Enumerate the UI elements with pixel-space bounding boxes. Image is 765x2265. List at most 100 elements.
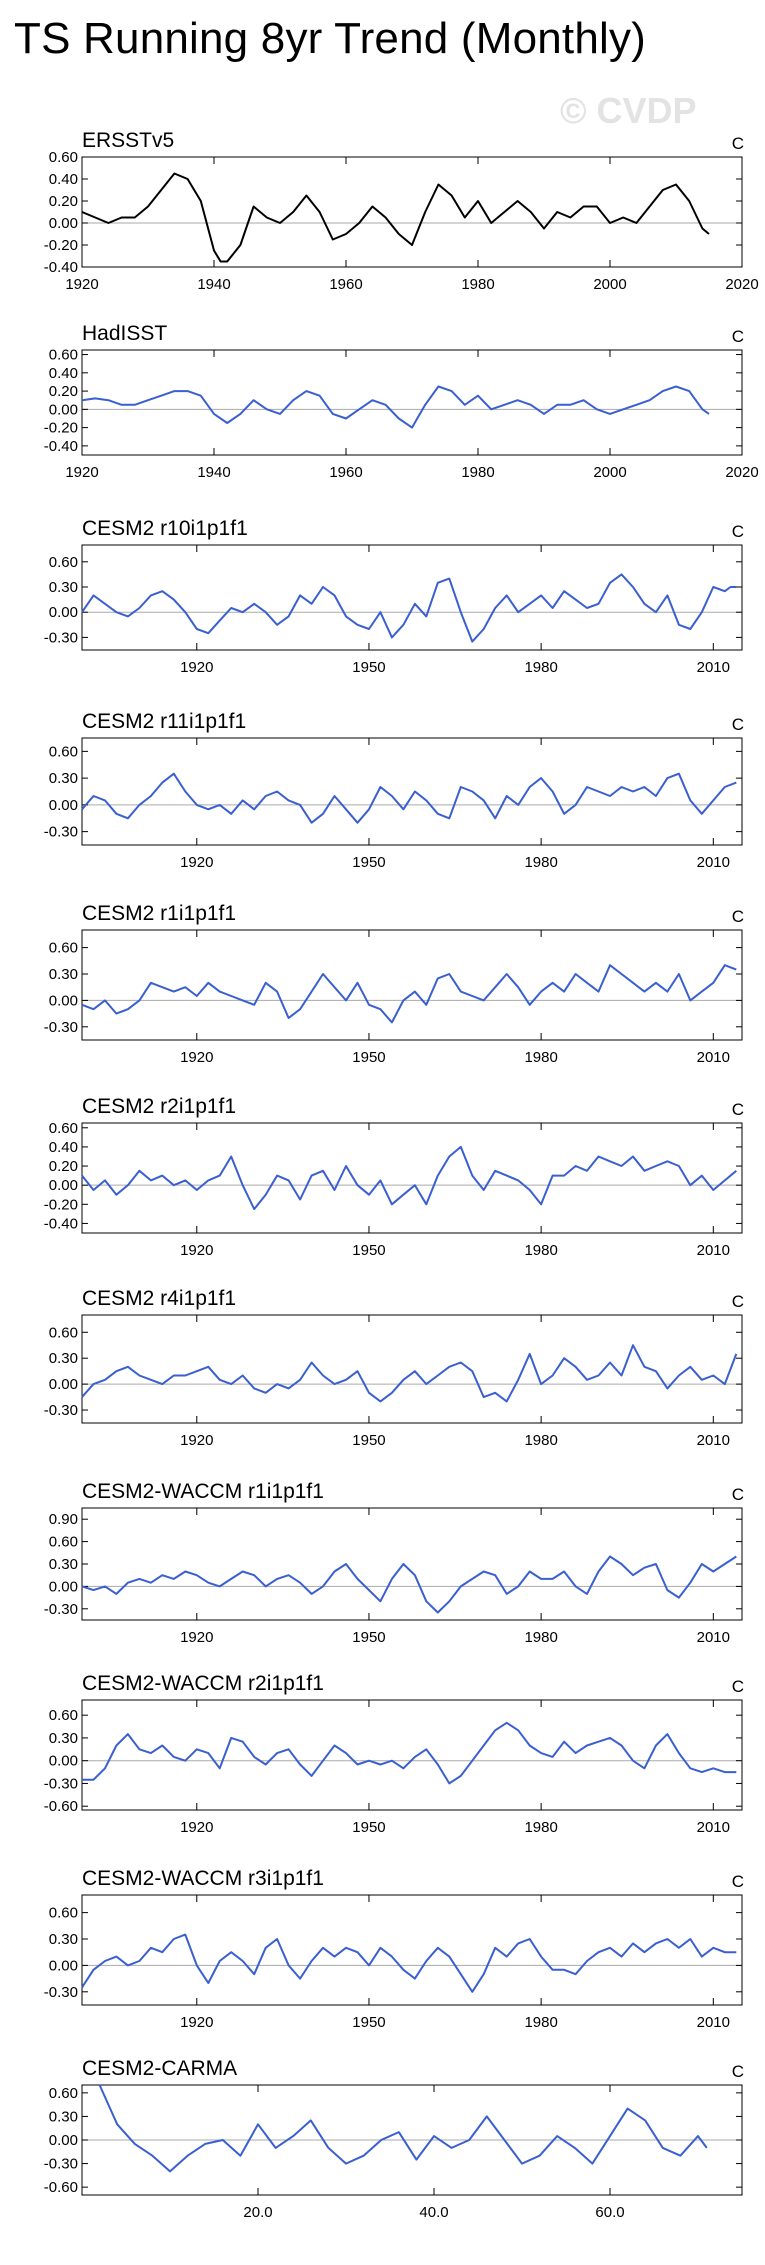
plot-frame: [81, 1894, 743, 2006]
y-tick-label: 0.60: [49, 347, 78, 364]
series-line-cesm2-carma: [98, 2084, 708, 2173]
y-tick-label: -0.30: [44, 629, 78, 646]
chart-panel-cesm2-waccm-r3i1p1f1: CESM2-WACCM r3i1p1f1 C -0.30 0.00 0.30 0.60 19…: [44, 1867, 744, 2031]
y-tick-label: 0.20: [49, 383, 78, 400]
panel-title: CESM2-CARMA: [82, 2057, 237, 2080]
units-label: C: [732, 2062, 744, 2081]
y-tick-label: 0.00: [49, 604, 78, 621]
chart-panel-cesm2-carma: CESM2-CARMA C -0.60 -0.30 0.00 0.30 0.60 20.0 40…: [44, 2057, 744, 2221]
x-tick-label: 2020: [725, 276, 758, 293]
x-tick-label: 1920: [180, 854, 213, 871]
panel-title: CESM2-WACCM r3i1p1f1: [82, 1867, 324, 1890]
plot-frame: [81, 1314, 743, 1424]
units-label: C: [732, 907, 744, 926]
series-line-cesm2-waccm-r3i1p1f1: [81, 1933, 737, 1993]
units-label: C: [732, 1677, 744, 1696]
x-tick-label: 2010: [697, 1049, 730, 1066]
x-tick-label: 1980: [524, 1432, 557, 1449]
y-tick-label: -0.20: [44, 237, 78, 254]
plot-frame: [81, 1507, 743, 1621]
x-tick-label: 1950: [352, 854, 385, 871]
chart-panel-ersstv5: ERSSTv5 C -0.40 -0.20 0.00 0.20 0.40 0.60 1920 19…: [44, 129, 759, 293]
y-tick-label: 0.60: [49, 743, 78, 760]
x-tick-label: 2010: [697, 1432, 730, 1449]
y-tick-label: 0.60: [49, 1120, 78, 1137]
series-line-cesm2-r11i1p1f1: [81, 772, 737, 824]
chart-panel-cesm2-r11i1p1f1: CESM2 r11i1p1f1 C -0.30 0.00 0.30 0.60 1920 195…: [44, 710, 744, 871]
x-tick-label: 1960: [329, 464, 362, 481]
y-tick-label: 0.30: [49, 579, 78, 596]
y-tick-label: -0.30: [44, 1984, 78, 2001]
x-tick-label: 1920: [180, 1629, 213, 1646]
y-tick-label: 0.90: [49, 1511, 78, 1528]
chart-panel-cesm2-waccm-r1i1p1f1: CESM2-WACCM r1i1p1f1 C -0.30 0.00 0.30 0.60 0.…: [44, 1480, 744, 1646]
x-tick-label: 1980: [524, 1629, 557, 1646]
plot-frame: [81, 156, 743, 268]
x-tick-label: 1960: [329, 276, 362, 293]
y-tick-label: 0.60: [49, 2085, 78, 2102]
x-tick-label: 1950: [352, 1629, 385, 1646]
units-label: C: [732, 522, 744, 541]
series-line-cesm2-r2i1p1f1: [81, 1145, 737, 1211]
x-tick-label: 1920: [65, 464, 98, 481]
y-tick-label: 0.00: [49, 401, 78, 418]
series-line-ersstv5: [81, 172, 710, 263]
y-tick-label: 0.00: [49, 797, 78, 814]
x-tick-label: 1980: [524, 854, 557, 871]
units-label: C: [732, 1100, 744, 1119]
y-tick-label: -0.20: [44, 1196, 78, 1213]
y-tick-label: -0.30: [44, 1019, 78, 1036]
y-tick-label: 0.00: [49, 2132, 78, 2149]
x-tick-label: 2010: [697, 1819, 730, 1836]
x-tick-label: 1980: [524, 1242, 557, 1259]
y-tick-label: -0.40: [44, 438, 78, 455]
y-tick-label: 0.60: [49, 940, 78, 957]
y-tick-label: 0.00: [49, 1177, 78, 1194]
panel-title: CESM2 r2i1p1f1: [82, 1095, 236, 1118]
y-tick-label: 0.60: [49, 1534, 78, 1551]
units-label: C: [732, 715, 744, 734]
y-tick-label: -0.30: [44, 824, 78, 841]
panel-title: CESM2-WACCM r1i1p1f1: [82, 1480, 324, 1503]
y-tick-label: -0.60: [44, 1798, 78, 1815]
y-tick-label: -0.40: [44, 259, 78, 276]
y-tick-label: 0.40: [49, 171, 78, 188]
series-line-cesm2-r1i1p1f1: [81, 964, 737, 1024]
series-line-cesm2-waccm-r1i1p1f1: [81, 1555, 737, 1614]
y-tick-label: 0.20: [49, 193, 78, 210]
y-tick-label: 0.00: [49, 1753, 78, 1770]
y-tick-label: 0.00: [49, 992, 78, 1009]
x-tick-label: 1950: [352, 1819, 385, 1836]
series-line-cesm2-r10i1p1f1: [81, 573, 737, 643]
x-tick-label: 60.0: [595, 2204, 624, 2221]
units-label: C: [732, 134, 744, 153]
x-tick-label: 2000: [593, 276, 626, 293]
y-tick-label: 0.30: [49, 2108, 78, 2125]
x-tick-label: 1940: [197, 464, 230, 481]
panel-title: CESM2 r1i1p1f1: [82, 902, 236, 925]
plot-frame: [81, 1122, 743, 1234]
x-tick-label: 2010: [697, 1242, 730, 1259]
x-tick-label: 1980: [524, 659, 557, 676]
plot-frame: [81, 1699, 743, 1811]
y-tick-label: 0.00: [49, 1578, 78, 1595]
chart-panel-cesm2-r4i1p1f1: CESM2 r4i1p1f1 C -0.30 0.00 0.30 0.60 1920 1950…: [44, 1287, 744, 1449]
panel-title: ERSSTv5: [82, 129, 174, 152]
x-tick-label: 1980: [461, 276, 494, 293]
x-tick-label: 1980: [524, 1049, 557, 1066]
y-tick-label: -0.30: [44, 1402, 78, 1419]
y-tick-label: 0.30: [49, 770, 78, 787]
chart-panel-cesm2-waccm-r2i1p1f1: CESM2-WACCM r2i1p1f1 C -0.60 -0.30 0.00 0.30 0…: [44, 1672, 744, 1836]
x-tick-label: 1920: [180, 2014, 213, 2031]
x-tick-label: 1920: [180, 1432, 213, 1449]
plot-frame: [81, 349, 743, 456]
panel-title: CESM2 r10i1p1f1: [82, 517, 248, 540]
plot-frame: [81, 544, 743, 651]
units-label: C: [732, 1872, 744, 1891]
y-tick-label: 0.40: [49, 365, 78, 382]
x-tick-label: 1950: [352, 1242, 385, 1259]
x-tick-label: 2010: [697, 659, 730, 676]
x-tick-label: 1940: [197, 276, 230, 293]
x-tick-label: 2010: [697, 2014, 730, 2031]
y-tick-label: 0.00: [49, 1957, 78, 1974]
